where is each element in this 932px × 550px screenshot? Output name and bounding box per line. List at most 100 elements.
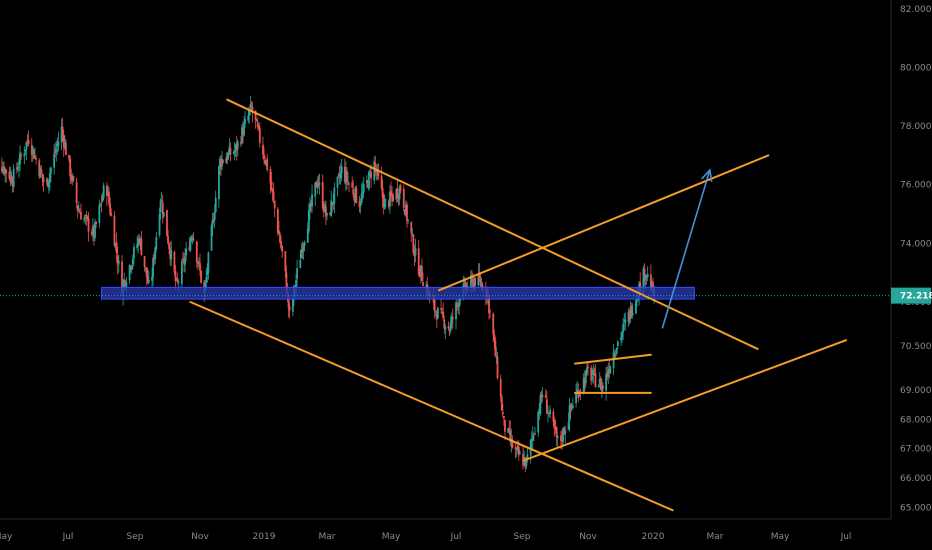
candle-body <box>256 122 259 127</box>
candle-body <box>54 151 57 154</box>
candle-body <box>382 196 385 208</box>
candle-body <box>410 221 413 234</box>
candle-body <box>577 390 580 399</box>
candle-body <box>493 334 496 341</box>
candle-body <box>645 275 648 277</box>
candle-body <box>511 439 514 448</box>
candle-body <box>247 115 250 121</box>
candle-body <box>80 212 82 220</box>
candle-body <box>586 367 588 374</box>
candle-body <box>137 238 140 245</box>
lower-channel-line[interactable] <box>189 301 674 512</box>
candle-body <box>279 234 281 243</box>
rising-support-line[interactable] <box>523 339 847 462</box>
candle-body <box>406 204 408 222</box>
candle-body <box>590 367 593 381</box>
support-resistance-zone[interactable] <box>101 286 695 300</box>
candle-body <box>531 435 534 441</box>
candle-body <box>110 213 113 216</box>
candle-body <box>570 405 573 408</box>
candle-body <box>553 419 556 429</box>
y-tick-label: 80.000 <box>900 63 932 73</box>
candle-body <box>114 243 117 248</box>
candle-body <box>232 152 235 154</box>
candle-body <box>31 147 34 154</box>
candle-body <box>144 267 147 269</box>
candle-body <box>153 256 156 260</box>
candle-body <box>1 167 3 172</box>
candle-body <box>608 369 611 373</box>
candle-body <box>388 200 390 207</box>
candle-body <box>500 396 503 411</box>
candle-body <box>540 394 543 398</box>
time-axis[interactable]: May Jul Sep Nov 2019 Mar May Jul Sep Nov 2020 Mar Ma… <box>0 518 891 542</box>
candle-body <box>578 391 581 397</box>
candle-body <box>84 216 87 219</box>
candle-body <box>549 409 552 415</box>
candle-body <box>414 248 417 256</box>
candle-body <box>57 141 60 146</box>
candle-body <box>568 405 571 422</box>
candle-body <box>39 167 42 178</box>
candle-body <box>315 181 318 188</box>
candle-body <box>613 354 616 356</box>
candle-body <box>434 311 437 313</box>
candle-body <box>180 261 183 284</box>
y-tick-label: 65.000 <box>900 503 932 513</box>
candle-body <box>222 160 224 163</box>
candle-body <box>621 331 623 337</box>
candle-body <box>83 218 86 221</box>
candle-body <box>214 197 217 213</box>
last-price-tag-bg <box>891 287 931 304</box>
candle-body <box>367 181 369 188</box>
flag-top-line[interactable] <box>574 353 652 365</box>
candle-body <box>530 438 533 441</box>
candle-body <box>314 182 317 197</box>
rising-resistance-line[interactable] <box>437 154 770 292</box>
candle-body <box>125 282 128 287</box>
candle-body <box>458 299 461 307</box>
candle-body <box>592 370 595 375</box>
x-tick-label: Jul <box>450 532 462 542</box>
price-axis[interactable]: 82.00080.00078.00076.00074.00072.00070.5… <box>890 0 932 519</box>
candle-body <box>599 378 602 390</box>
y-tick-label: 67.000 <box>900 445 932 455</box>
candle-body <box>311 194 313 207</box>
candle-body <box>228 146 231 155</box>
candle-body <box>419 265 422 276</box>
candle-body <box>307 210 310 231</box>
projection-arrow[interactable] <box>661 169 711 329</box>
candle-body <box>210 225 213 251</box>
candle-body <box>198 261 200 263</box>
arrow-head <box>701 168 713 183</box>
candle-body <box>562 427 565 443</box>
candle-body <box>451 316 454 319</box>
candle-body <box>442 311 445 318</box>
candle-body <box>494 340 497 357</box>
candle-body <box>68 154 70 159</box>
candle-body <box>234 144 237 150</box>
candle-body <box>317 182 320 186</box>
candle-body <box>545 399 548 414</box>
candle-body <box>433 300 436 312</box>
candle-body <box>72 176 75 181</box>
candle-body <box>402 188 405 208</box>
x-tick-label: Mar <box>319 532 336 542</box>
candle-body <box>389 191 391 207</box>
candle-body <box>146 276 149 284</box>
candle-body <box>571 405 574 408</box>
arrow-layer <box>661 168 713 329</box>
candle-body <box>627 312 630 322</box>
candle-body <box>352 188 355 195</box>
candle-body <box>326 213 328 216</box>
candle-body <box>182 259 184 261</box>
candle-body <box>63 142 66 149</box>
candle-body <box>130 265 133 270</box>
x-tick-label: Jul <box>840 532 852 542</box>
x-tick-label: May <box>771 532 790 542</box>
candle-body <box>115 242 118 254</box>
candle-body <box>365 180 368 184</box>
candle-body <box>262 144 264 155</box>
candle-body <box>217 166 220 200</box>
